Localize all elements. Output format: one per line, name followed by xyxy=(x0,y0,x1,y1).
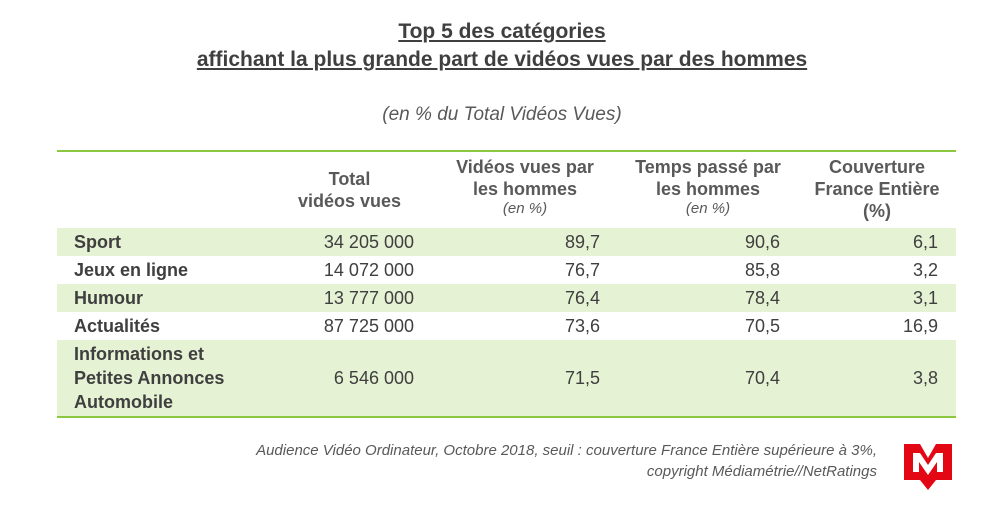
header-total-l2: vidéos vues xyxy=(297,191,402,211)
data-table: Total vidéos vues Vidéos vues par les ho… xyxy=(57,150,956,418)
cell-total: 87 725 000 xyxy=(323,315,414,336)
row-category-l2: Petites Annonces xyxy=(74,368,225,388)
row-category-l3: Automobile xyxy=(74,392,173,412)
header-couverture: Couverture France Entière (%) xyxy=(798,151,956,228)
mediametrie-logo-icon xyxy=(904,444,952,490)
chart-title-line1: Top 5 des catégories xyxy=(398,20,606,43)
cell-temps: 85,8 xyxy=(744,259,780,280)
cell-videos: 76,4 xyxy=(432,284,618,312)
header-couverture-l1: Couverture xyxy=(828,157,926,177)
header-videos-l1: Vidéos vues par xyxy=(456,157,594,177)
table-row: Jeux en ligne 14 072 000 76,7 85,8 3,2 xyxy=(57,256,956,284)
cell-total: 14 072 000 xyxy=(323,259,414,280)
cell-videos: 73,6 xyxy=(564,315,600,336)
table-row: Actualités 87 725 000 73,6 70,5 16,9 xyxy=(57,312,956,340)
header-videos: Vidéos vues par les hommes (en %) xyxy=(432,151,618,228)
header-couverture-l3: (%) xyxy=(863,201,891,221)
header-total: Total vidéos vues xyxy=(267,151,432,228)
row-category: Jeux en ligne xyxy=(74,260,189,280)
cell-temps: 70,4 xyxy=(618,340,798,417)
cell-couverture: 3,2 xyxy=(912,259,938,280)
header-couverture-l2: France Entière xyxy=(814,179,940,199)
header-videos-unit: (en %) xyxy=(502,200,548,217)
header-temps-l1: Temps passé par xyxy=(635,157,781,177)
cell-temps: 70,5 xyxy=(744,315,780,336)
table-row: Informations et Petites Annonces Automob… xyxy=(57,340,956,417)
header-videos-l2: les hommes xyxy=(472,179,578,199)
cell-videos: 76,7 xyxy=(564,259,600,280)
cell-total: 6 546 000 xyxy=(267,340,432,417)
source-line1: Audience Vidéo Ordinateur, Octobre 2018,… xyxy=(256,442,877,459)
row-category: Sport xyxy=(57,228,267,256)
cell-couverture: 16,9 xyxy=(902,315,938,336)
cell-temps: 90,6 xyxy=(618,228,798,256)
cell-couverture: 3,1 xyxy=(798,284,956,312)
header-temps-l2: les hommes xyxy=(655,179,761,199)
cell-videos: 71,5 xyxy=(432,340,618,417)
cell-videos: 89,7 xyxy=(432,228,618,256)
header-temps: Temps passé par les hommes (en %) xyxy=(618,151,798,228)
cell-temps: 78,4 xyxy=(618,284,798,312)
cell-total: 34 205 000 xyxy=(267,228,432,256)
chart-title-line2: affichant la plus grande part de vidéos … xyxy=(196,48,808,71)
header-category xyxy=(57,151,267,228)
row-category: Humour xyxy=(57,284,267,312)
source-line2: copyright Médiamétrie//NetRatings xyxy=(646,463,877,480)
source-note: Audience Vidéo Ordinateur, Octobre 2018,… xyxy=(256,440,877,482)
header-row: Total vidéos vues Vidéos vues par les ho… xyxy=(57,151,956,228)
chart-subtitle: (en % du Total Vidéos Vues) xyxy=(382,104,622,125)
cell-couverture: 3,8 xyxy=(798,340,956,417)
row-category: Actualités xyxy=(74,316,161,336)
row-category: Informations et Petites Annonces Automob… xyxy=(57,340,267,417)
table-row: Sport 34 205 000 89,7 90,6 6,1 xyxy=(57,228,956,256)
logo-m-mark xyxy=(913,453,943,475)
table-row: Humour 13 777 000 76,4 78,4 3,1 xyxy=(57,284,956,312)
cell-couverture: 6,1 xyxy=(798,228,956,256)
header-temps-unit: (en %) xyxy=(685,200,731,217)
cell-total: 13 777 000 xyxy=(267,284,432,312)
header-total-l1: Total xyxy=(328,169,371,189)
row-category-l1: Informations et xyxy=(74,344,205,364)
